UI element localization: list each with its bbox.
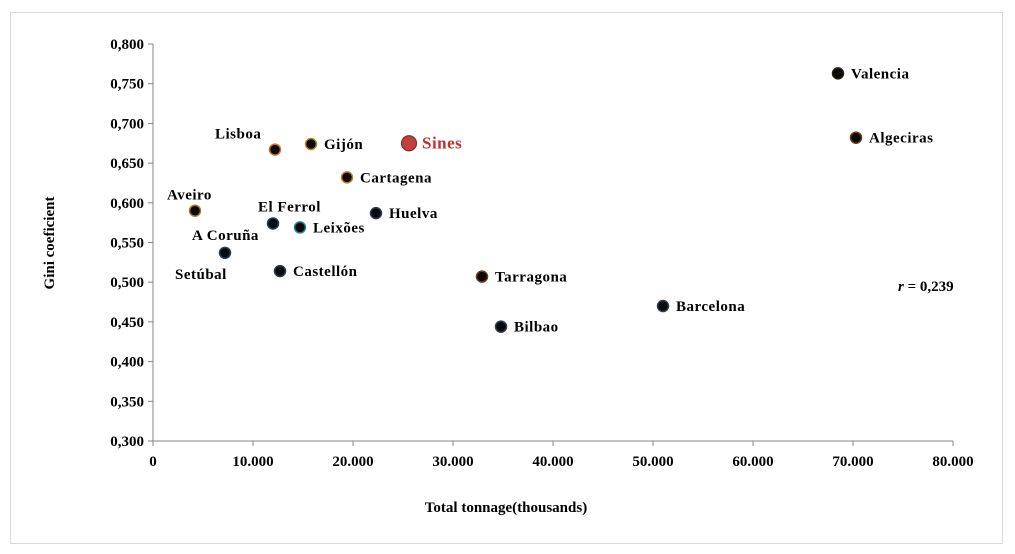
x-tick-label: 70.000 [832,454,873,470]
y-tick-label: 0,800 [110,37,144,53]
point-label-el-ferrol: El Ferrol [258,199,321,215]
point-label-huelva: Huelva [389,206,438,222]
y-tick-label: 0,350 [110,394,144,410]
data-point-a-coru-a [218,246,232,260]
point-label-bilbao: Bilbao [514,320,559,336]
point-label-castell-n: Castellón [293,264,358,280]
point-label-lisboa: Lisboa [215,127,261,143]
y-tick-label: 0,750 [110,77,144,93]
y-tick-label: 0,600 [110,196,144,212]
x-tick-label: 50.000 [632,454,673,470]
point-label-barcelona: Barcelona [676,299,745,315]
correlation-annotation: r = 0,239 [898,279,954,295]
point-label-gij-n: Gijón [324,137,363,153]
y-tick-label: 0,650 [110,156,144,172]
data-point-el-ferrol [266,217,280,230]
data-point-castell-n [273,264,287,278]
y-axis-title: Gini coeficient [42,197,58,290]
point-label-valencia: Valencia [851,66,909,82]
x-tick-label: 80.000 [932,454,973,470]
data-point-valencia [831,67,845,80]
chart-frame [10,12,1003,544]
y-tick-label: 0,300 [110,434,144,450]
point-label-algeciras: Algeciras [869,131,933,147]
data-point-cartagena [340,171,354,184]
data-point-bilbao [494,320,508,333]
point-label-aveiro: Aveiro [167,188,212,204]
y-tick-label: 0,500 [110,275,144,291]
point-labels: Valencia Algeciras Lisboa Gijón Sines Cartage… [167,66,933,335]
point-label-cartagena: Cartagena [360,170,432,186]
data-point-barcelona [656,299,670,313]
x-tick-label: 0 [149,454,157,470]
correlation-value: = 0,239 [904,279,954,295]
data-point-gij-n [304,137,318,151]
point-label-sines: Sines [422,133,462,152]
x-tick-label: 10.000 [232,454,273,470]
y-tick-labels: 0,300 0,350 0,400 0,450 0,500 0,550 0,600 0,650… [110,37,144,450]
y-tick-label: 0,700 [110,116,144,132]
x-tick-label: 30.000 [432,454,473,470]
x-tick-label: 40.000 [532,454,573,470]
x-tick-labels: 0 10.000 20.000 30.000 40.000 50.000 60.000 70.… [149,454,973,470]
data-point-algeciras [849,131,863,144]
data-point-huelva [369,206,383,220]
data-point-tarragona [475,270,489,283]
x-tick-label: 60.000 [732,454,773,470]
correlation-symbol: r [898,279,904,295]
x-axis-title: Total tonnage(thousands) [425,500,587,516]
x-tick-label: 20.000 [332,454,373,470]
y-tick-label: 0,550 [110,236,144,252]
point-label-leix-es: Leixões [313,220,365,236]
axes [148,43,954,446]
data-points [188,67,863,333]
y-tick-label: 0,400 [110,355,144,371]
y-tick-label: 0,450 [110,315,144,331]
point-label-set-bal: Setúbal [175,267,227,283]
point-label-a-coru-a: A Coruña [192,228,259,244]
data-point-leix-es [293,221,307,234]
data-point-lisboa [268,143,282,156]
point-label-tarragona: Tarragona [495,270,567,286]
data-point-aveiro [188,204,202,217]
data-point-sines [400,135,418,152]
